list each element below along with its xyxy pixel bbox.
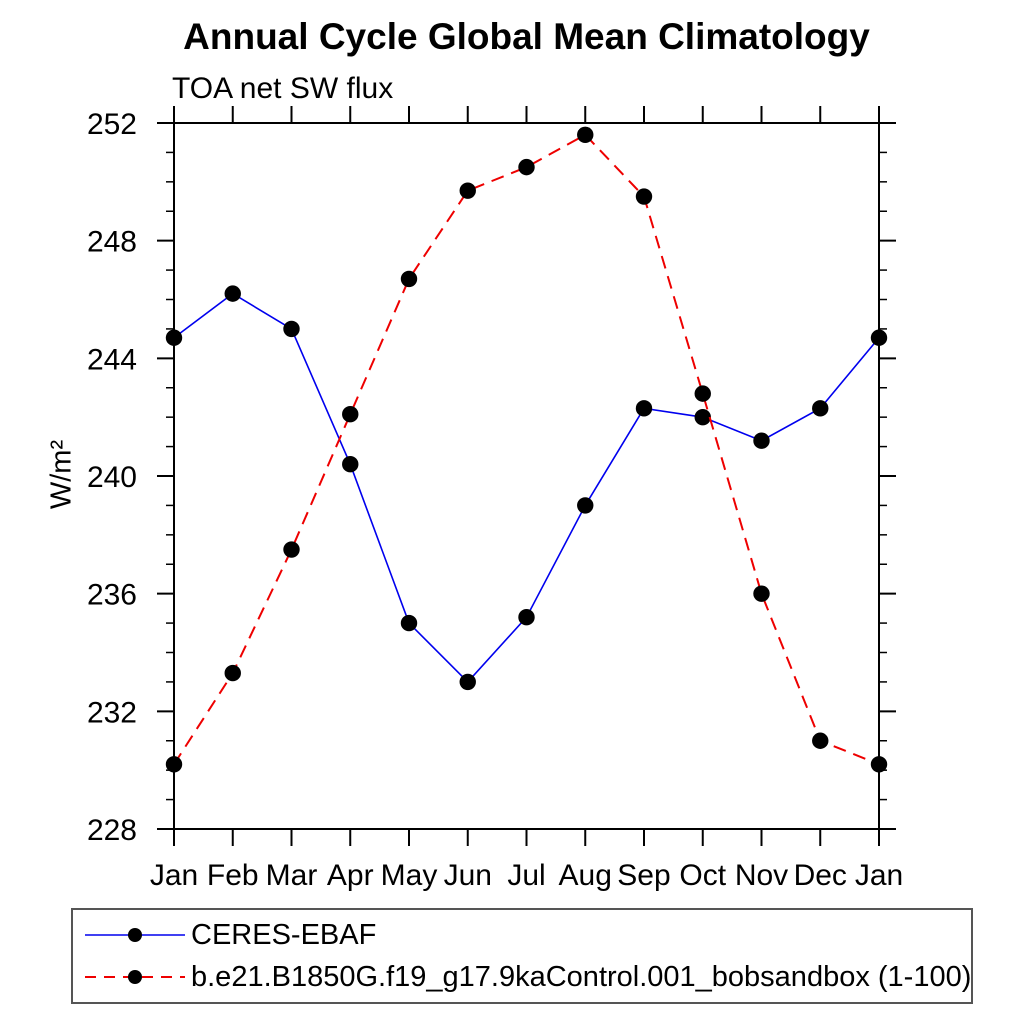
svg-text:252: 252 xyxy=(87,108,137,141)
svg-text:248: 248 xyxy=(87,226,137,259)
data-point-marker xyxy=(694,385,711,402)
svg-text:Jul: Jul xyxy=(507,859,545,892)
data-point-marker xyxy=(812,400,829,417)
svg-text:Apr: Apr xyxy=(327,859,374,892)
svg-text:Jun: Jun xyxy=(444,859,492,892)
data-point-marker xyxy=(224,664,241,682)
data-point-marker xyxy=(870,756,888,773)
series-markers-0 xyxy=(165,285,888,691)
data-point-marker xyxy=(870,329,888,346)
x-axis-tick-labels: Jan Feb Mar Apr May Jun Jul Aug Sep Oct Nov Dec Jan xyxy=(150,859,903,892)
data-point-marker xyxy=(400,270,418,288)
legend-label-ceres: CERES-EBAF xyxy=(191,918,377,951)
data-point-marker xyxy=(165,329,183,346)
series-line-1 xyxy=(173,133,880,766)
data-point-marker xyxy=(753,432,770,449)
data-point-marker xyxy=(577,497,594,514)
legend-item-model: b.e21.B1850G.f19_g17.9kaControl.001_bobs… xyxy=(85,956,971,998)
svg-text:Aug: Aug xyxy=(559,859,612,892)
data-point-marker xyxy=(165,756,183,773)
data-point-marker xyxy=(635,400,653,417)
svg-text:236: 236 xyxy=(87,579,137,612)
data-point-marker xyxy=(694,408,711,426)
svg-text:Mar: Mar xyxy=(266,859,318,892)
svg-text:May: May xyxy=(381,859,438,892)
series-markers-1 xyxy=(165,126,888,773)
axes-box xyxy=(173,122,880,830)
svg-text:Jan: Jan xyxy=(150,859,198,892)
svg-text:232: 232 xyxy=(87,696,137,729)
svg-text:Nov: Nov xyxy=(735,859,788,892)
data-point-marker xyxy=(400,614,418,632)
y-axis-minor-ticks xyxy=(166,151,887,801)
data-point-marker xyxy=(753,585,770,602)
data-point-marker xyxy=(224,285,241,302)
data-point-marker xyxy=(812,732,829,749)
svg-text:Jan: Jan xyxy=(855,859,903,892)
data-point-marker xyxy=(577,126,594,143)
data-point-marker xyxy=(283,541,300,558)
legend-swatch-solid-line-icon xyxy=(85,928,185,942)
legend-swatch-dashed-line-icon xyxy=(85,970,185,984)
svg-text:Sep: Sep xyxy=(617,859,670,892)
chart-subtitle: TOA net SW flux xyxy=(172,72,394,105)
svg-text:228: 228 xyxy=(87,814,137,847)
chart-title: Annual Cycle Global Mean Climatology xyxy=(183,16,870,57)
svg-text:Oct: Oct xyxy=(679,859,726,892)
y-axis-ticks xyxy=(157,122,896,830)
legend-item-ceres: CERES-EBAF xyxy=(85,914,971,956)
data-point-marker xyxy=(635,188,653,205)
svg-text:Feb: Feb xyxy=(207,859,259,892)
svg-text:Dec: Dec xyxy=(794,859,847,892)
data-point-marker xyxy=(283,320,300,338)
data-point-marker xyxy=(342,456,359,473)
svg-text:240: 240 xyxy=(87,461,137,494)
data-point-marker xyxy=(518,158,535,176)
data-point-marker xyxy=(518,609,535,626)
data-point-marker xyxy=(342,406,359,423)
data-point-marker xyxy=(459,182,476,199)
y-axis-tick-labels: 228 232 236 240 244 248 252 xyxy=(87,108,137,847)
svg-text:244: 244 xyxy=(87,343,137,376)
x-axis-ticks xyxy=(173,106,880,846)
legend-label-model: b.e21.B1850G.f19_g17.9kaControl.001_bobs… xyxy=(191,960,972,993)
data-point-marker xyxy=(459,673,476,691)
legend-box: CERES-EBAF b.e21.B1850G.f19_g17.9kaContr… xyxy=(71,908,973,1004)
